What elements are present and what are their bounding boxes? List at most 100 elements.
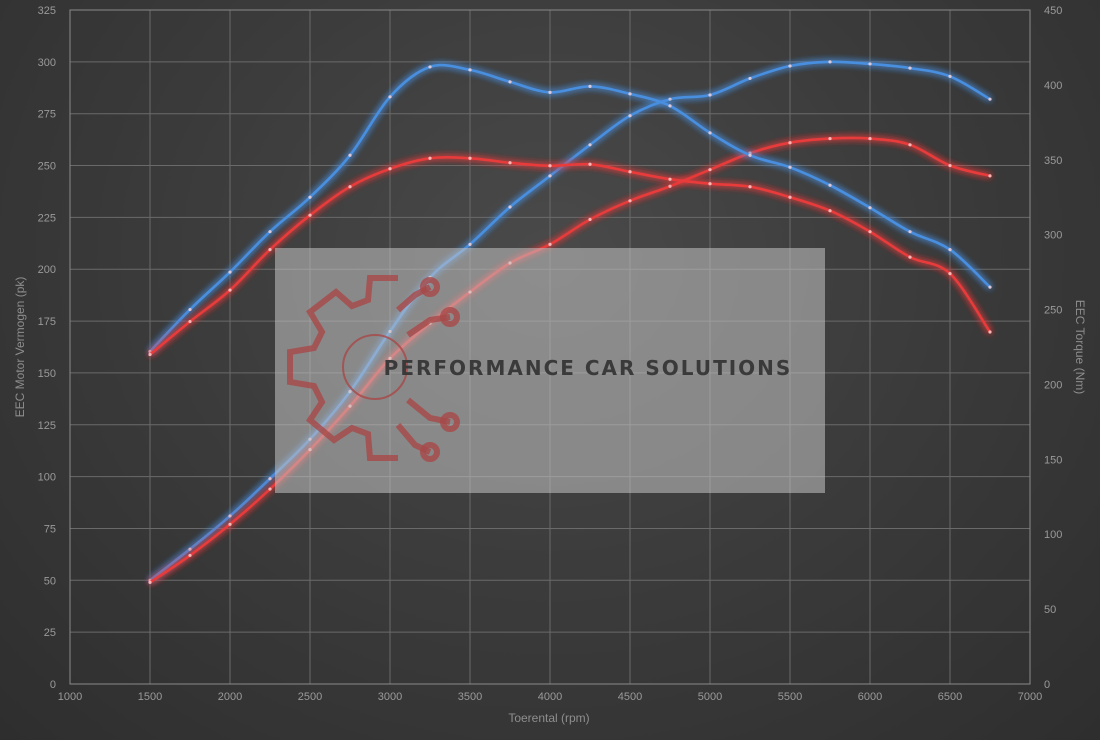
data-point [628, 199, 632, 203]
y-right-tick-label: 200 [1044, 379, 1062, 391]
y-axis-left-title: EEC Motor Vermogen (pk) [13, 277, 27, 418]
data-point [428, 156, 432, 160]
data-point [828, 209, 832, 213]
data-point [828, 60, 832, 64]
data-point [668, 177, 672, 181]
data-point [788, 195, 792, 199]
series-3-right-axis [148, 155, 992, 357]
y-left-tick-label: 75 [44, 523, 56, 535]
data-point [628, 92, 632, 96]
data-point [868, 206, 872, 210]
data-point [508, 161, 512, 165]
data-point [988, 285, 992, 289]
x-tick-label: 1000 [58, 691, 82, 703]
watermark-text: PERFORMANCE CAR SOLUTIONS [384, 356, 793, 380]
x-tick-label: 4000 [538, 691, 562, 703]
data-point [188, 547, 192, 551]
data-point [788, 64, 792, 68]
data-point [588, 84, 592, 88]
data-point [748, 76, 752, 81]
data-point [948, 248, 952, 252]
y-right-tick-label: 300 [1044, 230, 1062, 242]
data-point [228, 514, 232, 518]
x-tick-label: 6000 [858, 691, 882, 703]
data-point [668, 97, 672, 101]
x-tick-label: 3500 [458, 691, 482, 703]
data-point [348, 185, 352, 189]
data-point [508, 205, 512, 209]
data-point [708, 131, 712, 135]
data-point [948, 163, 952, 168]
y-left-tick-label: 300 [38, 57, 56, 69]
y-left-tick-label: 100 [38, 472, 56, 484]
data-point [708, 168, 712, 172]
data-point [548, 90, 552, 94]
data-point [468, 242, 472, 246]
data-point [628, 114, 632, 118]
data-point [388, 167, 392, 171]
x-tick-label: 6500 [938, 691, 962, 703]
watermark: PERFORMANCE CAR SOLUTIONS [275, 248, 825, 493]
series-line [148, 155, 992, 356]
x-tick-label: 7000 [1018, 691, 1042, 703]
data-point [268, 248, 272, 252]
data-point [588, 217, 592, 222]
y-left-tick-label: 275 [38, 109, 56, 121]
data-point [188, 319, 192, 324]
data-point [268, 477, 272, 481]
series-2-right-axis [148, 63, 992, 354]
data-point [268, 230, 272, 234]
tick-labels: 1000 1500 2000 2500 3000 3500 4000 4500 5000 5500… [38, 5, 1063, 703]
x-tick-label: 5500 [778, 691, 802, 703]
data-point [908, 143, 912, 147]
y-right-tick-label: 50 [1044, 604, 1056, 616]
gear-circuit-logo [287, 275, 460, 462]
data-point [468, 68, 472, 72]
x-tick-label: 4500 [618, 691, 642, 703]
data-point [868, 136, 872, 141]
data-point [788, 141, 792, 145]
data-point [828, 136, 832, 141]
data-point [268, 487, 272, 491]
data-point [868, 230, 872, 234]
data-point [548, 164, 552, 168]
x-tick-label: 3000 [378, 691, 402, 703]
data-point [548, 242, 552, 246]
y-left-tick-label: 25 [44, 627, 56, 639]
x-axis-title: Toerental (rpm) [508, 711, 589, 725]
plot-frame [69, 9, 1031, 685]
y-left-tick-label: 325 [38, 5, 56, 17]
data-point [988, 174, 992, 178]
data-point [308, 195, 312, 199]
data-point [908, 230, 912, 234]
y-right-tick-label: 450 [1044, 5, 1062, 17]
data-point [428, 65, 432, 69]
y-right-tick-label: 150 [1044, 454, 1062, 466]
data-point [588, 162, 592, 166]
data-point [788, 165, 792, 169]
y-right-tick-label: 400 [1044, 80, 1062, 92]
data-point [988, 330, 992, 334]
y-left-tick-label: 150 [38, 368, 56, 380]
data-point [948, 74, 952, 78]
data-point [948, 272, 952, 276]
data-point [588, 143, 592, 147]
data-point [228, 288, 232, 292]
data-point [868, 62, 872, 66]
data-point [828, 183, 832, 187]
data-point [228, 270, 232, 274]
y-left-tick-label: 0 [50, 679, 56, 691]
data-point [148, 352, 152, 357]
x-tick-label: 2000 [218, 691, 242, 703]
data-point [308, 213, 312, 217]
y-left-tick-label: 225 [38, 212, 56, 224]
x-tick-label: 2500 [298, 691, 322, 703]
data-point [708, 182, 712, 186]
y-right-tick-label: 0 [1044, 679, 1050, 691]
data-point [748, 153, 752, 157]
data-point [908, 66, 912, 70]
data-point [148, 580, 152, 584]
data-point [388, 95, 392, 99]
data-point [988, 97, 992, 101]
y-axis-right-title: EEC Torque (Nm) [1073, 300, 1087, 394]
